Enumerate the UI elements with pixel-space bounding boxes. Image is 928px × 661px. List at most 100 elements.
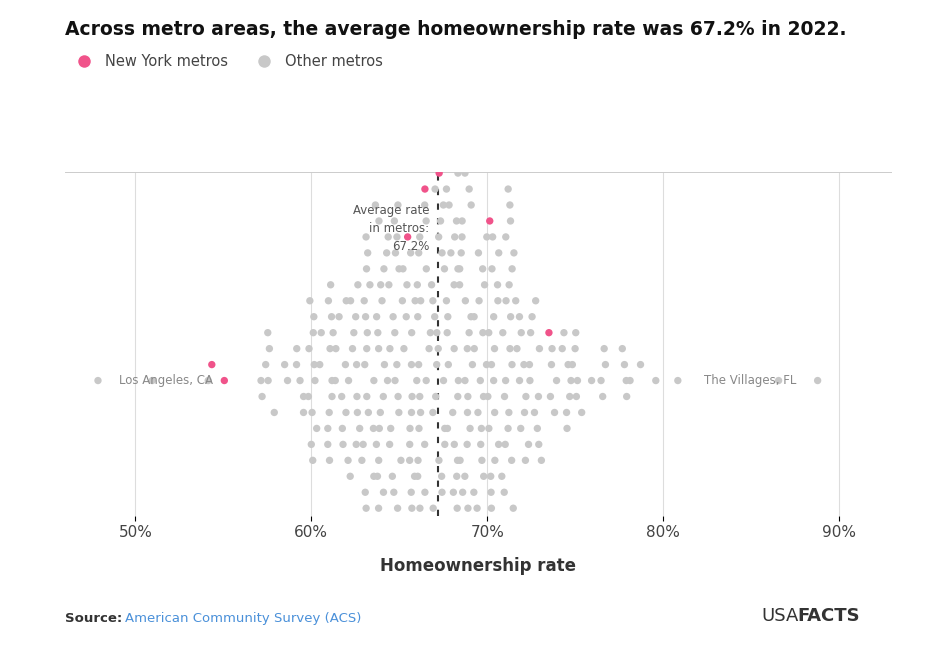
Point (389, 231, 404, 242)
Point (450, 264, 465, 274)
Point (440, 423, 455, 434)
Point (372, 407, 387, 418)
Point (559, 423, 574, 434)
Point (431, 455, 445, 465)
Point (354, 519, 368, 529)
Point (305, 327, 320, 338)
Point (412, 503, 427, 514)
Point (495, 327, 509, 338)
Point (216, 375, 231, 386)
Point (431, 231, 445, 242)
Point (446, 280, 461, 290)
Point (518, 455, 533, 465)
Point (466, 311, 481, 322)
Point (431, 343, 445, 354)
Point (481, 423, 496, 434)
Point (322, 343, 337, 354)
Point (402, 439, 417, 449)
Point (376, 264, 391, 274)
Point (507, 566, 522, 577)
Point (483, 360, 498, 370)
Point (561, 391, 576, 402)
Point (422, 327, 437, 338)
Point (357, 487, 372, 498)
Point (432, 168, 446, 178)
Point (387, 327, 402, 338)
Point (485, 375, 500, 386)
Point (371, 423, 386, 434)
Point (261, 375, 276, 386)
Point (443, 248, 458, 258)
Point (409, 280, 424, 290)
Point (504, 455, 519, 465)
Point (410, 471, 425, 482)
Point (465, 583, 480, 594)
Point (490, 280, 505, 290)
Point (484, 264, 499, 274)
Point (352, 423, 367, 434)
Point (574, 407, 588, 418)
Point (378, 551, 393, 561)
Point (368, 439, 383, 449)
Point (476, 471, 491, 482)
Point (412, 231, 427, 242)
Point (548, 375, 563, 386)
Point (809, 375, 824, 386)
X-axis label: Homeownership rate: Homeownership rate (380, 557, 575, 575)
Point (394, 295, 409, 306)
Point (441, 200, 456, 210)
Point (348, 311, 363, 322)
Point (314, 327, 329, 338)
Point (406, 471, 421, 482)
Point (387, 375, 402, 386)
Point (382, 343, 397, 354)
Point (304, 407, 319, 418)
Point (404, 503, 419, 514)
Point (501, 407, 516, 418)
Point (521, 439, 535, 449)
Point (432, 215, 447, 226)
Text: Average rate
in metros:
67.2%: Average rate in metros: 67.2% (353, 204, 429, 253)
Point (371, 215, 386, 226)
Point (670, 375, 685, 386)
Point (411, 423, 426, 434)
Point (770, 375, 785, 386)
Point (417, 439, 432, 449)
Point (513, 327, 528, 338)
Point (529, 423, 544, 434)
Point (490, 295, 505, 306)
Point (398, 311, 413, 322)
Point (470, 503, 484, 514)
Point (424, 280, 439, 290)
Point (446, 439, 461, 449)
Point (500, 184, 515, 194)
Point (455, 551, 470, 561)
Point (435, 375, 450, 386)
Point (312, 360, 327, 370)
Point (302, 343, 316, 354)
Point (496, 487, 511, 498)
Point (412, 391, 427, 402)
Point (556, 327, 571, 338)
Point (483, 471, 497, 482)
Point (428, 391, 443, 402)
Point (421, 343, 436, 354)
Point (258, 360, 273, 370)
Point (334, 391, 349, 402)
Point (341, 375, 355, 386)
Point (497, 375, 512, 386)
Point (306, 311, 321, 322)
Point (522, 360, 536, 370)
Point (410, 311, 425, 322)
Point (442, 519, 457, 529)
Point (296, 407, 311, 418)
Point (472, 375, 487, 386)
Point (426, 566, 441, 577)
Point (567, 343, 582, 354)
Point (360, 248, 375, 258)
Point (392, 264, 406, 274)
Point (449, 471, 464, 482)
Point (461, 327, 476, 338)
Point (547, 407, 561, 418)
Point (470, 248, 485, 258)
